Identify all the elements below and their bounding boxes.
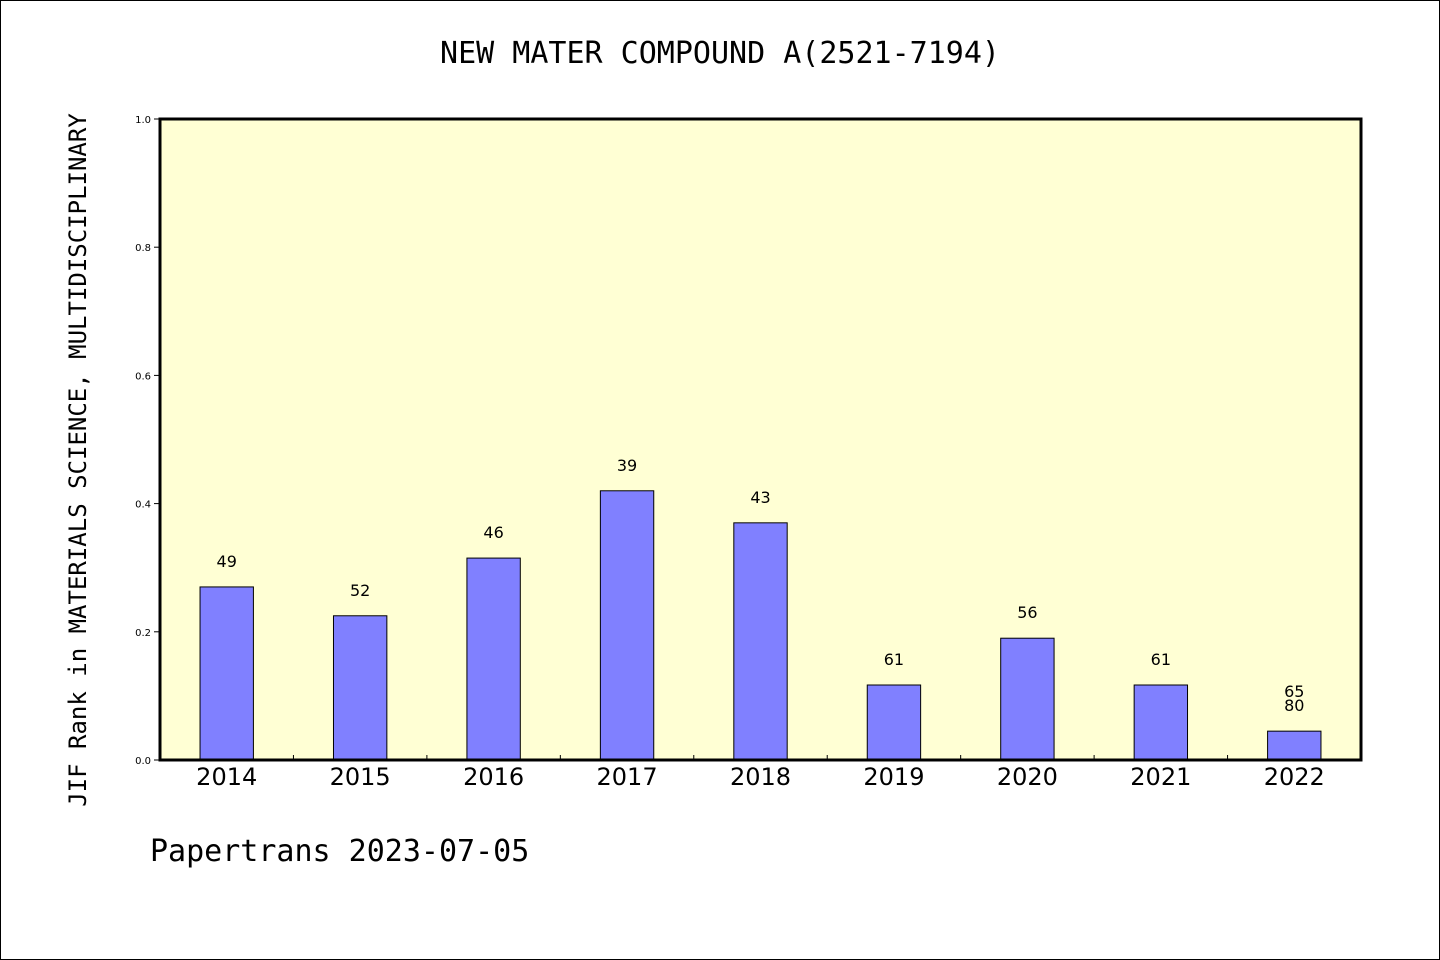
x-tick-label: 2018	[730, 763, 791, 791]
y-tick-label: 0.2	[135, 628, 151, 639]
y-tick-label: 0.6	[135, 371, 151, 382]
bar-data-label: 49	[217, 552, 237, 571]
bar-data-label: 46	[483, 523, 503, 542]
bar-data-label: 43	[750, 488, 770, 507]
y-tick-label: 0.8	[135, 243, 151, 254]
x-tick-label: 2017	[597, 763, 658, 791]
bar-data-label: 80	[1284, 696, 1304, 715]
bar	[599, 490, 655, 761]
y-tick-label: 0.4	[135, 500, 151, 511]
x-tick-label: 2019	[863, 763, 924, 791]
bar-data-label: 61	[884, 650, 904, 669]
bar	[332, 615, 388, 761]
bar	[199, 586, 254, 761]
x-tick-label: 2022	[1264, 763, 1325, 791]
bar-data-label: 61	[1151, 650, 1171, 669]
bar-data-label: 56	[1017, 603, 1037, 622]
footer-text: Papertrans 2023-07-05	[150, 834, 530, 869]
x-tick-label: 2015	[330, 763, 391, 791]
bar	[866, 684, 922, 761]
bar	[1267, 730, 1322, 761]
x-tick-label: 2021	[1130, 763, 1191, 791]
bar	[1133, 684, 1189, 761]
bar	[466, 557, 521, 761]
y-tick-label: 0.0	[135, 756, 151, 767]
y-tick-label: 1.0	[135, 115, 151, 126]
bar-data-label: 65	[1284, 682, 1304, 701]
x-tick-label: 2020	[997, 763, 1058, 791]
x-tick-label: 2016	[463, 763, 524, 791]
bar-data-label: 39	[617, 456, 637, 475]
bar	[1000, 637, 1055, 761]
bar-data-label: 52	[350, 581, 370, 600]
x-tick-label: 2014	[196, 763, 257, 791]
bar	[733, 522, 788, 761]
chart-title: NEW MATER COMPOUND A(2521-7194)	[440, 36, 1000, 71]
plot-border	[158, 117, 1363, 762]
